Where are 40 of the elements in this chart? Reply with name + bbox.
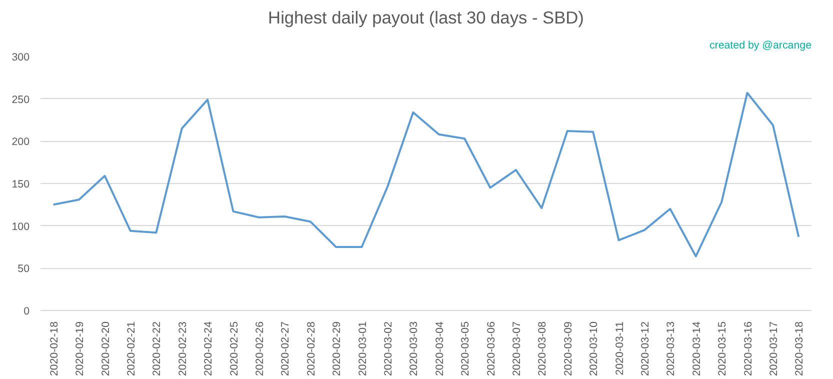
line-series	[52, 92, 800, 258]
x-tick-label: 2020-03-13	[665, 321, 678, 376]
text: created by @arcange	[709, 40, 812, 52]
x-tick-label: 2020-02-22	[151, 321, 164, 376]
x-tick-label: 2020-02-28	[305, 321, 318, 376]
y-tick-label: 100	[12, 220, 30, 233]
x-tick-label: 2020-02-25	[228, 321, 240, 376]
y-tick-label: 300	[12, 52, 30, 64]
x-tick-label: 2020-03-02	[382, 321, 394, 376]
x-tick-label: 2020-03-18	[794, 321, 806, 376]
x-tick-label: 2020-03-04	[434, 321, 446, 376]
x-tick-label: 2020-02-20	[100, 321, 112, 376]
x-tick-label: 2020-03-17	[768, 321, 780, 376]
x-tick-label: 2020-02-21	[125, 321, 138, 376]
x-tick-label: 2020-03-16	[742, 321, 754, 376]
x-tick-label: 2020-03-01	[356, 321, 369, 376]
x-tick-label: 2020-02-23	[176, 321, 189, 376]
x-tick-label: 2020-03-07	[510, 321, 523, 376]
x-tick-label: 2020-03-14	[690, 321, 703, 376]
x-tick-label: 2020-03-06	[485, 321, 498, 376]
y-tick-label: 250	[12, 94, 30, 106]
x-tick-label: 2020-03-10	[588, 321, 600, 376]
chart-title: Highest daily payout (last 30 days - SBD)	[268, 8, 584, 28]
x-tick-label: 2020-03-08	[536, 321, 549, 376]
x-tick-label: 2020-02-19	[74, 321, 86, 376]
y-tick-label: 50	[18, 263, 30, 276]
x-tick-label: 2020-03-09	[562, 321, 574, 376]
x-tick-label: 2020-03-12	[639, 321, 652, 376]
x-tick-label: 2020-02-29	[331, 321, 344, 376]
y-tick-label: 0	[24, 306, 30, 318]
y-tick-label: 200	[12, 136, 30, 148]
y-tick-label: 150	[12, 178, 30, 190]
x-tick-label: 2020-02-18	[48, 321, 60, 376]
x-tick-label: 2020-02-24	[202, 321, 215, 376]
x-tick-label: 2020-03-03	[408, 321, 420, 376]
x-tick-label: 2020-02-26	[254, 321, 266, 376]
x-tick-label: 2020-02-27	[280, 321, 292, 376]
x-tick-label: 2020-03-15	[716, 321, 729, 376]
x-tick-label: 2020-03-11	[614, 321, 626, 376]
x-tick-label: 2020-03-05	[460, 321, 472, 376]
